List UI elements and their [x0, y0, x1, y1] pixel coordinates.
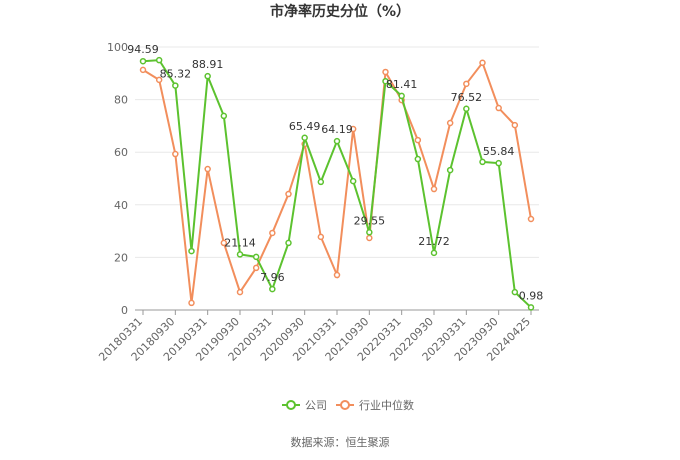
point: [382, 68, 389, 76]
point: [446, 166, 454, 174]
point: [155, 56, 163, 64]
data-label: 76.52: [451, 91, 483, 104]
data-label: 64.19: [321, 123, 353, 136]
point: [317, 233, 325, 241]
point: [511, 121, 519, 129]
data-label: 7.96: [260, 271, 285, 284]
point: [349, 177, 357, 185]
legend-marker: [340, 400, 350, 410]
point: [188, 247, 195, 255]
point: [479, 158, 486, 166]
point: [252, 253, 260, 261]
point: [366, 234, 373, 242]
point: [430, 185, 438, 193]
y-tick-label: 60: [114, 146, 128, 159]
point: [446, 119, 454, 127]
point: [495, 159, 502, 167]
point: [527, 215, 535, 223]
data-label: 81.41: [386, 78, 418, 91]
legend-label: 公司: [305, 399, 327, 412]
data-label: 55.84: [483, 145, 515, 158]
point: [317, 178, 325, 186]
point: [301, 134, 308, 142]
legend-label: 行业中位数: [359, 398, 414, 412]
point: [236, 251, 244, 258]
y-tick-label: 40: [114, 199, 128, 212]
point: [188, 299, 195, 307]
data-label: 0.98: [519, 289, 544, 302]
point: [220, 112, 228, 120]
point: [172, 82, 179, 89]
y-tick-label: 0: [121, 304, 128, 317]
data-label: 21.14: [224, 236, 256, 249]
point: [511, 288, 519, 296]
y-tick-label: 20: [114, 251, 128, 264]
data-label: 65.49: [289, 120, 321, 133]
y-tick-label: 80: [114, 94, 128, 107]
point: [463, 80, 470, 88]
point: [220, 239, 228, 247]
point: [204, 165, 211, 173]
point: [236, 288, 244, 296]
chart-title: 市净率历史分位（%）: [270, 3, 410, 20]
point: [479, 59, 486, 67]
point: [139, 66, 147, 74]
point: [495, 104, 502, 112]
point: [139, 57, 147, 65]
point: [333, 271, 341, 279]
point: [366, 229, 373, 236]
point: [382, 77, 389, 85]
point: [204, 72, 211, 80]
data-label: 94.59: [127, 43, 159, 56]
point: [285, 239, 292, 247]
data-label: 29.55: [354, 214, 386, 227]
data-label: 88.91: [192, 58, 224, 71]
y-tick-label: 100: [107, 41, 128, 54]
legend-marker: [286, 400, 296, 410]
point: [527, 304, 535, 311]
point: [155, 76, 163, 84]
point: [269, 285, 276, 293]
point: [398, 92, 405, 100]
point: [463, 105, 470, 113]
point: [269, 229, 276, 237]
point: [349, 125, 357, 133]
point: [414, 136, 422, 144]
data-label: 21.72: [418, 235, 450, 248]
point: [252, 264, 260, 272]
data-label: 85.32: [160, 68, 192, 81]
point: [414, 155, 422, 163]
source: 数据来源：恒生聚源: [291, 435, 390, 449]
point: [172, 150, 179, 158]
point: [285, 190, 292, 198]
point: [333, 137, 341, 145]
point: [430, 249, 438, 257]
